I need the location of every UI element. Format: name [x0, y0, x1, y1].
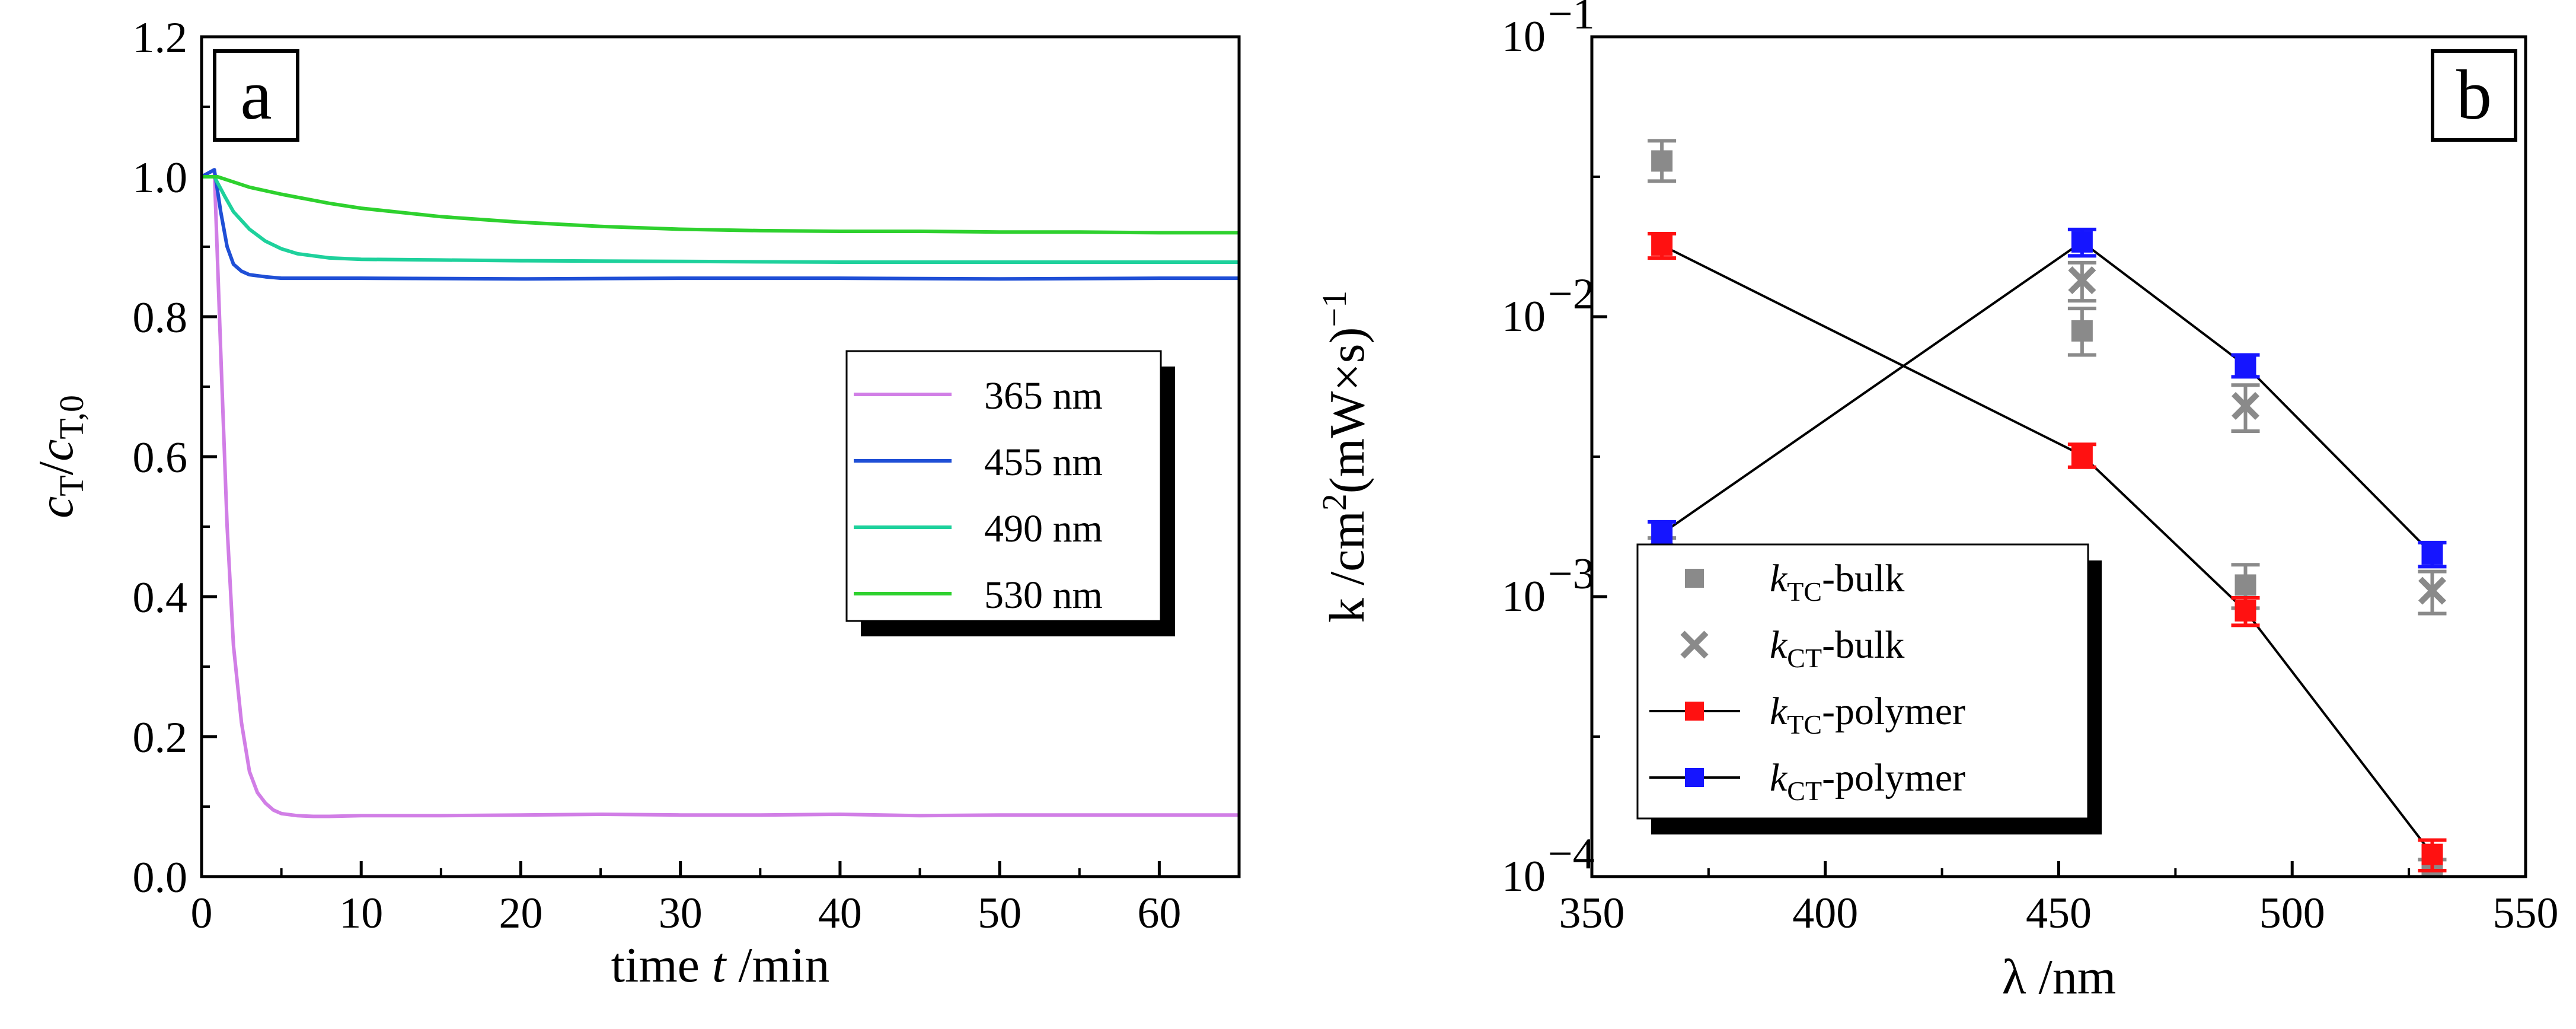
marker-square	[1651, 523, 1673, 544]
legend-label: 490 nm	[984, 507, 1103, 550]
marker-x	[1680, 630, 1709, 659]
marker-square	[1685, 569, 1704, 588]
y-tick-exponent: −1	[1548, 0, 1595, 39]
y-tick-label: 0.0	[133, 853, 188, 902]
y-tick-label: 0.8	[133, 294, 188, 342]
panel-a-ticks: 0 10 20 30 40 50 60 0.0 0.2 0.4 0.6 0.8 1.0 1.2	[133, 14, 1182, 938]
panel-a-label-box	[213, 49, 299, 142]
series-line-490-nm	[202, 175, 1239, 264]
panel-a-label: a	[240, 55, 272, 134]
x-tick-label: 30	[659, 889, 703, 938]
marker-square	[1685, 702, 1704, 721]
legend-label: kCT-polymer	[1770, 756, 1965, 806]
panel-b-label: b	[2456, 55, 2492, 134]
panel-a-ylabel: cT/cT,0	[28, 395, 91, 518]
x-tick-label: 60	[1137, 889, 1181, 938]
marker-square	[1651, 234, 1673, 256]
y-tick-label: 10	[1502, 12, 1546, 61]
marker-x	[2068, 266, 2096, 295]
legend-label: kTC-polymer	[1770, 690, 1965, 740]
legend-label: kTC-bulk	[1770, 557, 1904, 607]
panel-b-label-box	[2431, 49, 2517, 142]
x-tick-label: 550	[2493, 889, 2559, 938]
marker-square	[2071, 320, 2093, 342]
panel-b-xlabel: λ /nm	[2002, 950, 2116, 1005]
marker-square	[2235, 600, 2256, 622]
legend-label: kCT-bulk	[1770, 623, 1904, 673]
x-tick-label: 50	[978, 889, 1022, 938]
y-tick-exponent: −4	[1548, 830, 1595, 878]
legend-label: 455 nm	[984, 441, 1103, 484]
marker-square	[2235, 574, 2256, 596]
marker-square	[1651, 150, 1673, 172]
series-line	[1661, 244, 2434, 855]
x-tick-label: 500	[2259, 889, 2325, 938]
legend-box	[1636, 543, 2089, 820]
x-tick-label: 10	[339, 889, 383, 938]
x-tick-label: 450	[2026, 889, 2092, 938]
x-tick-label: 20	[499, 889, 542, 938]
marker-square	[2071, 231, 2093, 253]
x-tick-label: 400	[1792, 889, 1858, 938]
y-tick-label: 1.0	[133, 154, 188, 202]
y-tick-exponent: −3	[1548, 550, 1595, 598]
panel-a-frame	[200, 35, 1241, 878]
y-tick-label: 10	[1502, 292, 1546, 341]
y-tick-label: 0.6	[133, 434, 188, 482]
series-line-365-nm	[202, 168, 1239, 818]
marker-x	[2231, 391, 2260, 420]
panel-b-ylabel: k /cm2(mW×s)−1	[1315, 291, 1375, 623]
x-tick-label: 0	[191, 889, 213, 938]
panel-b-frame	[1590, 35, 2527, 878]
series-kCT-polymer	[1648, 227, 2447, 569]
y-tick-label: 0.4	[133, 574, 188, 622]
marker-square	[2071, 444, 2093, 466]
x-tick-label: 40	[818, 889, 862, 938]
y-tick-exponent: −2	[1548, 270, 1595, 318]
legend-label: 530 nm	[984, 574, 1103, 617]
y-tick-label: 1.2	[133, 14, 188, 62]
y-tick-label: 10	[1502, 852, 1546, 901]
series-line-530-nm	[202, 175, 1239, 235]
marker-x	[2418, 576, 2447, 605]
panel-a-series	[202, 168, 1239, 818]
y-tick-label: 0.2	[133, 713, 188, 762]
marker-square	[2421, 843, 2443, 865]
marker-square	[2235, 355, 2256, 377]
panel-b-legend: kTC-bulk kCT-bulk kTC-polymer kCT-polymer	[1636, 543, 2102, 834]
series-line-455-nm	[202, 168, 1239, 281]
legend-label: 365 nm	[984, 374, 1103, 418]
panel-a-legend: 365 nm 455 nm 490 nm 530 nm	[845, 350, 1175, 636]
panel-a: 0 10 20 30 40 50 60 0.0 0.2 0.4 0.6 0.8 1.0 1.2 a tim…	[28, 14, 1241, 993]
x-tick-label: 350	[1559, 889, 1625, 938]
y-tick-label: 10	[1502, 572, 1546, 621]
series-kTC-polymer	[1648, 231, 2447, 872]
panel-a-xlabel: time t /min	[611, 938, 830, 993]
marker-square	[2421, 543, 2443, 565]
series-line	[1661, 240, 2433, 555]
marker-square	[1685, 768, 1704, 787]
